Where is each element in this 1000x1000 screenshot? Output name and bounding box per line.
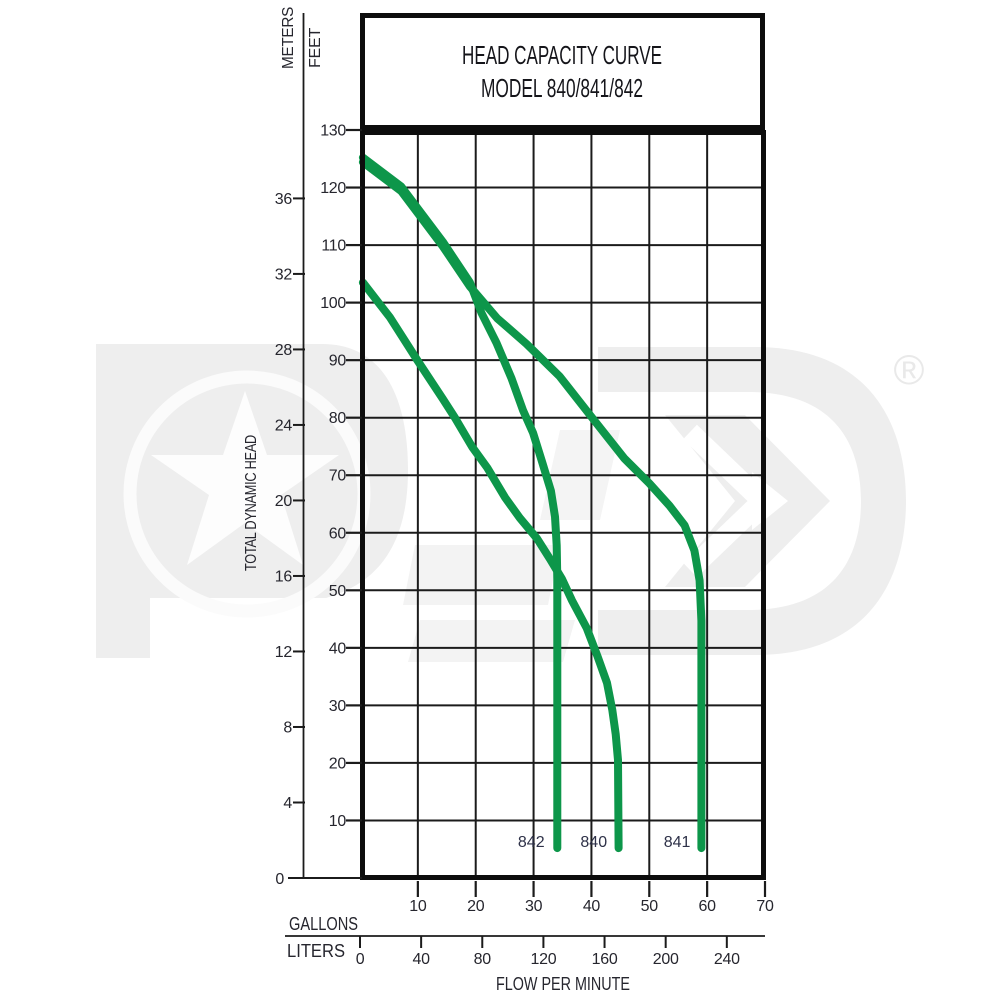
liters-tick-label-160: 160 (592, 951, 618, 968)
feet-tick-label-30: 30 (329, 698, 347, 715)
meters-unit-label: METERS (280, 7, 297, 69)
chart-title-line1: HEAD CAPACITY CURVE (462, 40, 662, 70)
gallons-tick-label-70: 70 (756, 898, 774, 915)
gallons-tick-label-30: 30 (525, 898, 543, 915)
meters-tick-label-28: 28 (275, 342, 293, 359)
feet-tick-label-80: 80 (329, 410, 347, 427)
curve-label-840: 840 (580, 834, 607, 851)
liters-tick-label-200: 200 (653, 951, 679, 968)
meters-tick-label-16: 16 (275, 568, 293, 585)
gallons-tick-label-10: 10 (409, 898, 427, 915)
curve-label-841: 841 (664, 834, 691, 851)
meters-tick-label-4: 4 (283, 795, 292, 812)
meters-tick-label-32: 32 (275, 266, 293, 283)
registered-trademark-icon: ® (894, 346, 925, 393)
axis-tick-labels: 1020304050607080901001101201304812162024… (275, 123, 775, 969)
chart-title-line2: MODEL 840/841/842 (481, 73, 643, 103)
axis-ticks (293, 128, 767, 948)
gallons-tick-label-60: 60 (699, 898, 717, 915)
liters-tick-label-0: 0 (356, 951, 365, 968)
gallons-tick-label-40: 40 (583, 898, 601, 915)
plot-frame (360, 130, 766, 880)
meters-tick-label-20: 20 (275, 493, 293, 510)
feet-tick-label-100: 100 (320, 295, 346, 312)
x-axis-title: FLOW PER MINUTE (496, 974, 630, 994)
gallons-unit-label: GALLONS (289, 914, 358, 934)
feet-tick-label-50: 50 (329, 583, 347, 600)
feet-tick-label-40: 40 (329, 640, 347, 657)
pump-curves (358, 153, 706, 853)
feet-tick-label-90: 90 (329, 353, 347, 370)
gallons-tick-label-50: 50 (641, 898, 659, 915)
liters-tick-label-240: 240 (714, 951, 740, 968)
feet-tick-label-110: 110 (321, 238, 346, 255)
liters-unit-label: LITERS (287, 941, 345, 961)
liters-tick-label-80: 80 (474, 951, 492, 968)
gallons-tick-label-20: 20 (467, 898, 485, 915)
title-box (360, 13, 765, 130)
y-axis-title: TOTAL DYNAMIC HEAD (243, 435, 260, 571)
liters-tick-label-120: 120 (531, 951, 557, 968)
curve-labels: 842 840 841 (518, 834, 691, 851)
curve-label-842: 842 (518, 834, 545, 851)
meters-tick-label-24: 24 (275, 417, 293, 434)
meters-tick-label-8: 8 (283, 719, 292, 736)
watermark-star-icon (151, 391, 339, 565)
feet-tick-label-120: 120 (320, 180, 346, 197)
meters-tick-label-36: 36 (275, 191, 293, 208)
feet-unit-label: FEET (307, 27, 324, 68)
origin-label: 0 (275, 871, 284, 888)
plot-grid (362, 132, 764, 877)
feet-tick-label-70: 70 (329, 468, 347, 485)
curve-841 (358, 158, 706, 853)
feet-tick-label-10: 10 (329, 813, 347, 830)
liters-tick-label-40: 40 (413, 951, 431, 968)
curve-842 (358, 153, 562, 853)
curve-840 (358, 278, 623, 853)
feet-tick-label-60: 60 (329, 525, 347, 542)
feet-tick-label-130: 130 (320, 123, 346, 140)
meters-tick-label-12: 12 (275, 644, 293, 661)
feet-tick-label-20: 20 (329, 755, 347, 772)
